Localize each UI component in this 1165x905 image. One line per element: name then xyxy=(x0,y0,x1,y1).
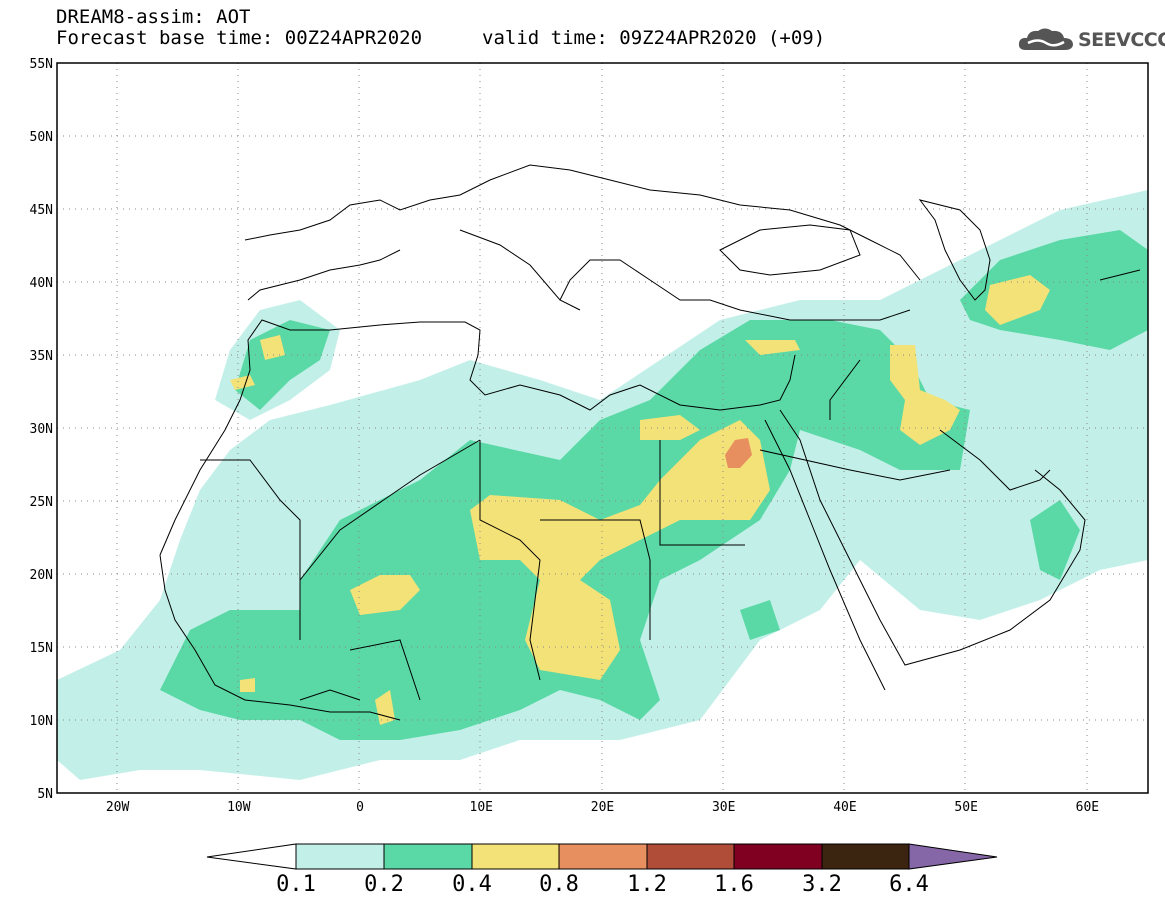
colorbar-label: 0.2 xyxy=(364,872,404,897)
colorbar xyxy=(206,843,998,870)
latitude-label: 45N xyxy=(30,203,53,218)
longitude-label: 40E xyxy=(833,800,856,815)
colorbar-bin-0.4-0.8 xyxy=(471,843,560,870)
longitude-label: 10E xyxy=(470,800,493,815)
latitude-label: 55N xyxy=(30,57,53,72)
latitude-label: 40N xyxy=(30,276,53,291)
latitude-label: 30N xyxy=(30,422,53,437)
valid-time: valid time: 09Z24APR2020 (+09) xyxy=(482,27,826,49)
colorbar-bin-0.8-1.2 xyxy=(558,843,648,870)
latitude-label: 15N xyxy=(30,641,53,656)
colorbar-label: 6.4 xyxy=(889,872,929,897)
map-frame xyxy=(56,62,1149,794)
logo-text: SEEVCCC xyxy=(1078,29,1165,51)
longitude-label: 20E xyxy=(591,800,614,815)
colorbar-label: 0.4 xyxy=(452,872,492,897)
longitude-label: 0 xyxy=(356,800,364,815)
colorbar-bin-0.1-0.2 xyxy=(295,843,385,870)
latitude-label: 10N xyxy=(30,714,53,729)
latitude-label: 50N xyxy=(30,130,53,145)
latitude-label: 20N xyxy=(30,568,53,583)
longitude-label: 50E xyxy=(954,800,977,815)
colorbar-above-arrow xyxy=(908,843,998,870)
colorbar-label: 0.1 xyxy=(276,872,316,897)
latitude-label: 25N xyxy=(30,495,53,510)
longitude-label: 60E xyxy=(1076,800,1099,815)
aot-band-0.4 xyxy=(470,420,770,680)
longitude-label: 30E xyxy=(712,800,735,815)
colorbar-label: 1.2 xyxy=(627,872,667,897)
colorbar-bin-1.2-1.6 xyxy=(646,843,735,870)
map-title: DREAM8-assim: AOT xyxy=(56,6,251,28)
latitude-label: 5N xyxy=(37,787,53,802)
colorbar-label: 3.2 xyxy=(802,872,842,897)
colorbar-bin-3.2-6.4 xyxy=(821,843,910,870)
longitude-label: 10W xyxy=(227,800,251,815)
colorbar-below-arrow xyxy=(206,843,297,870)
colorbar-label: 0.8 xyxy=(539,872,579,897)
longitude-labels: 20W 10W 0 10E 20E 30E 40E 50E 60E xyxy=(106,800,1099,815)
latitude-label: 35N xyxy=(30,349,53,364)
latitude-labels: 55N 50N 45N 40N 35N 30N 25N 20N 15N 10N 5N xyxy=(30,57,53,802)
forecast-base-time: Forecast base time: 00Z24APR2020 xyxy=(56,27,423,49)
coastlines-and-borders xyxy=(159,164,1141,721)
cloud-icon xyxy=(1018,28,1073,50)
colorbar-bin-0.2-0.4 xyxy=(383,843,473,870)
aot-band-0.8 xyxy=(725,438,752,468)
colorbar-bin-1.6-3.2 xyxy=(733,843,823,870)
aot-shading xyxy=(57,63,1148,793)
colorbar-label: 1.6 xyxy=(714,872,754,897)
longitude-label: 20W xyxy=(106,800,130,815)
seevccc-logo: SEEVCCC xyxy=(1018,26,1165,54)
